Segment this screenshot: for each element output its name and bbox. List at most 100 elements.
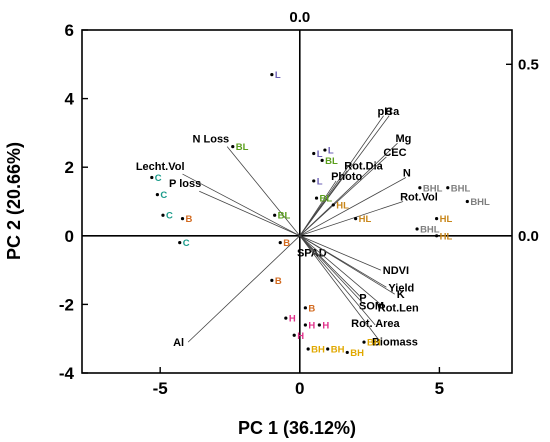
observation-label-29: BH — [311, 344, 325, 355]
loading-vector-rot-dia — [299, 170, 348, 237]
observation-point-15 — [270, 278, 274, 282]
observation-point-2 — [323, 148, 327, 152]
observation-label-18: HL — [359, 214, 372, 225]
x-tick-label--5: -5 — [153, 379, 168, 398]
observation-point-28 — [292, 333, 296, 337]
loading-label-ndvi: NDVI — [383, 265, 409, 277]
observation-point-12 — [178, 241, 182, 245]
observation-point-10 — [155, 193, 159, 197]
observation-label-19: HL — [440, 214, 453, 225]
observation-label-9: C — [155, 173, 162, 184]
loading-vector-rot-area — [299, 235, 376, 326]
observation-point-30 — [326, 347, 330, 351]
loading-vector-mg — [299, 142, 398, 237]
loading-label-biomass: Biomass — [372, 337, 418, 349]
loading-label-yield: Yield — [388, 282, 414, 294]
loading-vector-n-loss — [226, 146, 301, 237]
x-tick-label-0: 0 — [295, 379, 304, 398]
observation-point-8 — [273, 213, 277, 217]
observation-point-25 — [284, 316, 288, 320]
plot-frame — [81, 29, 513, 374]
observation-label-3: L — [317, 149, 323, 160]
observation-point-21 — [418, 186, 422, 190]
observation-point-32 — [362, 340, 366, 344]
right-tick-label-2: 0.5 — [518, 56, 539, 73]
right-tick-label-1: 0.0 — [518, 228, 539, 245]
y-axis-title: PC 2 (20.66%) — [4, 142, 24, 260]
loading-label-al: Al — [173, 337, 184, 349]
y-tick-label-2: 2 — [65, 158, 74, 177]
observation-label-17: HL — [336, 200, 349, 211]
observation-point-3 — [312, 151, 316, 156]
loading-vector-biomass — [299, 235, 379, 339]
observation-label-27: H — [322, 320, 329, 331]
observation-point-24 — [415, 227, 419, 231]
loading-label-rot-area: Rot. Area — [351, 318, 400, 330]
observation-label-14: B — [283, 238, 290, 249]
loading-vector-som — [299, 235, 365, 305]
observation-label-32: BH — [367, 338, 381, 349]
loading-label-lecht-vol: Lecht.Vol — [136, 161, 185, 173]
observation-point-11 — [161, 213, 165, 217]
observation-point-29 — [306, 347, 310, 351]
loading-label-cec: CEC — [383, 147, 406, 159]
observation-point-20 — [435, 234, 439, 238]
observation-point-1 — [270, 72, 274, 77]
observation-point-17 — [331, 203, 335, 207]
loading-label-ph: pH — [378, 106, 393, 118]
y-tick-label--2: -2 — [59, 295, 74, 314]
loading-vector-al — [187, 235, 301, 343]
observation-label-6: BL — [325, 156, 338, 167]
top-tick-label-1: 0.0 — [289, 9, 310, 26]
loading-vector-rot-vol — [299, 201, 404, 237]
observation-label-16: B — [308, 303, 315, 314]
observation-label-5: BL — [236, 142, 249, 153]
x-axis-title: PC 1 (36.12%) — [238, 418, 356, 438]
y-tick-label-4: 4 — [65, 90, 75, 109]
y-tick-label-6: 6 — [65, 21, 74, 40]
observation-point-26 — [303, 323, 307, 327]
loading-vector-ph — [299, 115, 384, 237]
loading-vector-n — [299, 177, 407, 237]
observation-point-16 — [303, 306, 307, 310]
loading-label-p: P — [359, 293, 366, 305]
observation-point-13 — [180, 217, 185, 221]
loading-label-photo: Photo — [331, 171, 362, 183]
loading-vector-photo — [299, 180, 337, 237]
observation-label-23: BHL — [470, 197, 490, 208]
observation-label-2: L — [328, 146, 334, 157]
observation-label-7: BL — [320, 194, 333, 205]
observation-label-12: C — [183, 238, 190, 249]
observation-label-30: BH — [331, 344, 345, 355]
loading-label-k: K — [397, 289, 405, 301]
y-tick-label--4: -4 — [59, 364, 75, 383]
loading-label-mg: Mg — [396, 133, 412, 145]
loading-label-p-loss: P loss — [169, 178, 201, 190]
observation-point-7 — [314, 196, 319, 200]
reference-lines — [82, 30, 512, 373]
observation-point-19 — [435, 217, 439, 221]
loading-label-n: N — [403, 167, 411, 179]
x-tick-label-5: 5 — [435, 379, 444, 398]
observation-label-13: B — [186, 214, 193, 225]
loading-vector-k — [299, 235, 395, 295]
loading-label-som: SOM — [359, 300, 384, 312]
y-tick-label-0: 0 — [65, 227, 74, 246]
loading-label-rot-len: Rot.Len — [378, 302, 419, 314]
axis-ticks: -5 0 5 -4 -2 0 2 4 6 0.0 0.0 0.5 — [59, 9, 539, 398]
observation-label-1: L — [275, 70, 281, 81]
loading-label-rot-dia: Rot.Dia — [344, 161, 383, 173]
observation-label-31: BH — [350, 348, 364, 359]
observation-label-15: B — [275, 276, 282, 287]
loading-label-rot-vol: Rot.Vol — [400, 192, 438, 204]
observation-label-10: C — [160, 190, 167, 201]
loading-label-ca: Ca — [385, 106, 400, 118]
observation-label-28: H — [297, 331, 304, 342]
observation-point-5 — [231, 145, 235, 149]
observation-label-11: C — [166, 211, 173, 222]
observation-label-8: BL — [278, 211, 291, 222]
observation-point-4 — [312, 179, 316, 183]
observation-point-14 — [278, 241, 282, 245]
